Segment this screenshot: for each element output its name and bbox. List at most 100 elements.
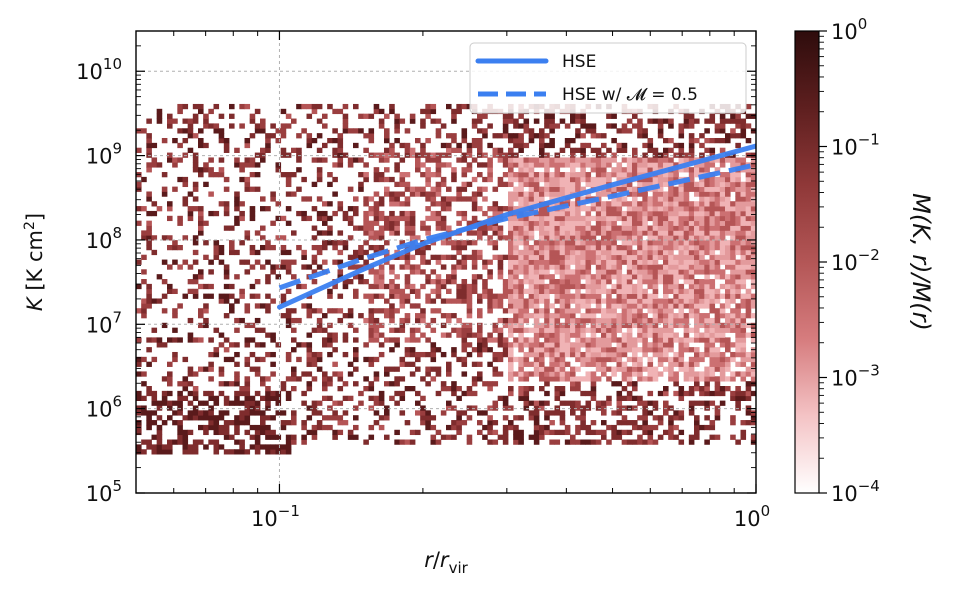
heatmap-cell: [683, 196, 690, 202]
heatmap-cell: [647, 356, 654, 363]
heatmap-cell: [384, 308, 390, 314]
heatmap-cell: [141, 254, 147, 260]
heatmap-cell: [575, 181, 581, 188]
heatmap-cell: [415, 313, 421, 319]
heatmap-cell: [456, 293, 462, 299]
heatmap-cell: [652, 303, 659, 309]
heatmap-cell: [611, 283, 617, 290]
heatmap-cell: [482, 128, 488, 134]
heatmap-cell: [172, 162, 178, 168]
heatmap-cell: [461, 133, 468, 139]
heatmap-cell: [735, 337, 741, 343]
heatmap-cell: [378, 152, 385, 158]
heatmap-cell: [554, 283, 561, 290]
heatmap-cell: [451, 269, 457, 275]
heatmap-cell: [683, 167, 690, 173]
heatmap-cell: [471, 390, 478, 397]
heatmap-cell: [260, 147, 266, 153]
heatmap-cell: [544, 274, 550, 280]
heatmap-cell: [694, 225, 700, 231]
heatmap-cell: [750, 274, 756, 280]
heatmap-cell: [539, 240, 545, 246]
heatmap-cell: [559, 210, 566, 217]
heatmap-cell: [399, 356, 406, 363]
heatmap-cell: [353, 424, 359, 431]
heatmap-cell: [177, 424, 183, 431]
heatmap-cell: [709, 240, 716, 246]
heatmap-cell: [363, 342, 369, 348]
heatmap-cell: [750, 249, 756, 256]
heatmap-cell: [575, 220, 581, 226]
heatmap-cell: [714, 332, 721, 338]
heatmap-cell: [213, 429, 220, 436]
heatmap-cell: [730, 240, 736, 246]
heatmap-cell: [663, 279, 669, 285]
heatmap-cell: [523, 142, 530, 149]
heatmap-cell: [549, 240, 555, 246]
heatmap-cell: [389, 225, 395, 231]
heatmap-cell: [430, 415, 437, 421]
heatmap-cell: [709, 215, 716, 222]
heatmap-cell: [709, 269, 716, 275]
heatmap-cell: [714, 390, 721, 397]
heatmap-cell: [471, 254, 478, 260]
heatmap-cell: [637, 400, 643, 406]
heatmap-cell: [477, 225, 483, 231]
heatmap-cell: [513, 356, 519, 363]
heatmap-cell: [611, 351, 617, 358]
heatmap-cell: [151, 444, 158, 450]
heatmap-cell: [425, 337, 431, 343]
heatmap-cell: [502, 162, 509, 168]
heatmap-cell: [322, 240, 328, 246]
heatmap-cell: [611, 235, 617, 241]
heatmap-cell: [590, 176, 597, 183]
heatmap-cell: [714, 381, 721, 387]
heatmap-cell: [719, 390, 726, 397]
heatmap-cell: [435, 279, 442, 285]
heatmap-cell: [683, 264, 690, 270]
heatmap-cell: [709, 303, 716, 309]
heatmap-cell: [657, 240, 664, 246]
heatmap-cell: [637, 415, 643, 421]
heatmap-cell: [714, 434, 721, 440]
heatmap-cell: [595, 244, 602, 251]
heatmap-cell: [652, 147, 659, 153]
heatmap-cell: [585, 279, 592, 285]
heatmap-cell: [544, 424, 550, 431]
heatmap-cell: [688, 274, 695, 280]
heatmap-cell: [389, 176, 395, 183]
heatmap-cell: [539, 366, 545, 372]
heatmap-cell: [347, 220, 354, 226]
heatmap-cell: [404, 283, 411, 290]
heatmap-cell: [730, 395, 736, 401]
heatmap-cell: [683, 298, 690, 304]
heatmap-cell: [611, 172, 617, 178]
heatmap-cell: [208, 420, 214, 426]
heatmap-cell: [745, 303, 752, 309]
heatmap-cell: [745, 308, 752, 314]
heatmap-cell: [316, 420, 323, 426]
heatmap-cell: [663, 147, 669, 153]
heatmap-cell: [373, 244, 380, 251]
heatmap-cell: [694, 279, 700, 285]
heatmap-cell: [306, 303, 313, 309]
heatmap-cell: [260, 415, 266, 421]
heatmap-cell: [198, 415, 204, 421]
heatmap-cell: [637, 225, 643, 231]
heatmap-cell: [652, 269, 659, 275]
heatmap-cell: [446, 317, 452, 324]
heatmap-cell: [678, 274, 685, 280]
heatmap-cell: [544, 191, 550, 197]
heatmap-cell: [337, 249, 344, 256]
heatmap-cell: [616, 230, 623, 236]
heatmap-cell: [647, 230, 654, 236]
heatmap-cell: [466, 196, 473, 202]
heatmap-cell: [668, 249, 674, 256]
heatmap-cell: [446, 225, 452, 231]
heatmap-cell: [389, 366, 395, 372]
heatmap-cell: [564, 376, 571, 382]
heatmap-cell: [254, 444, 261, 450]
heatmap-cell: [657, 317, 664, 324]
heatmap-cell: [342, 113, 349, 119]
heatmap-cell: [208, 157, 214, 163]
